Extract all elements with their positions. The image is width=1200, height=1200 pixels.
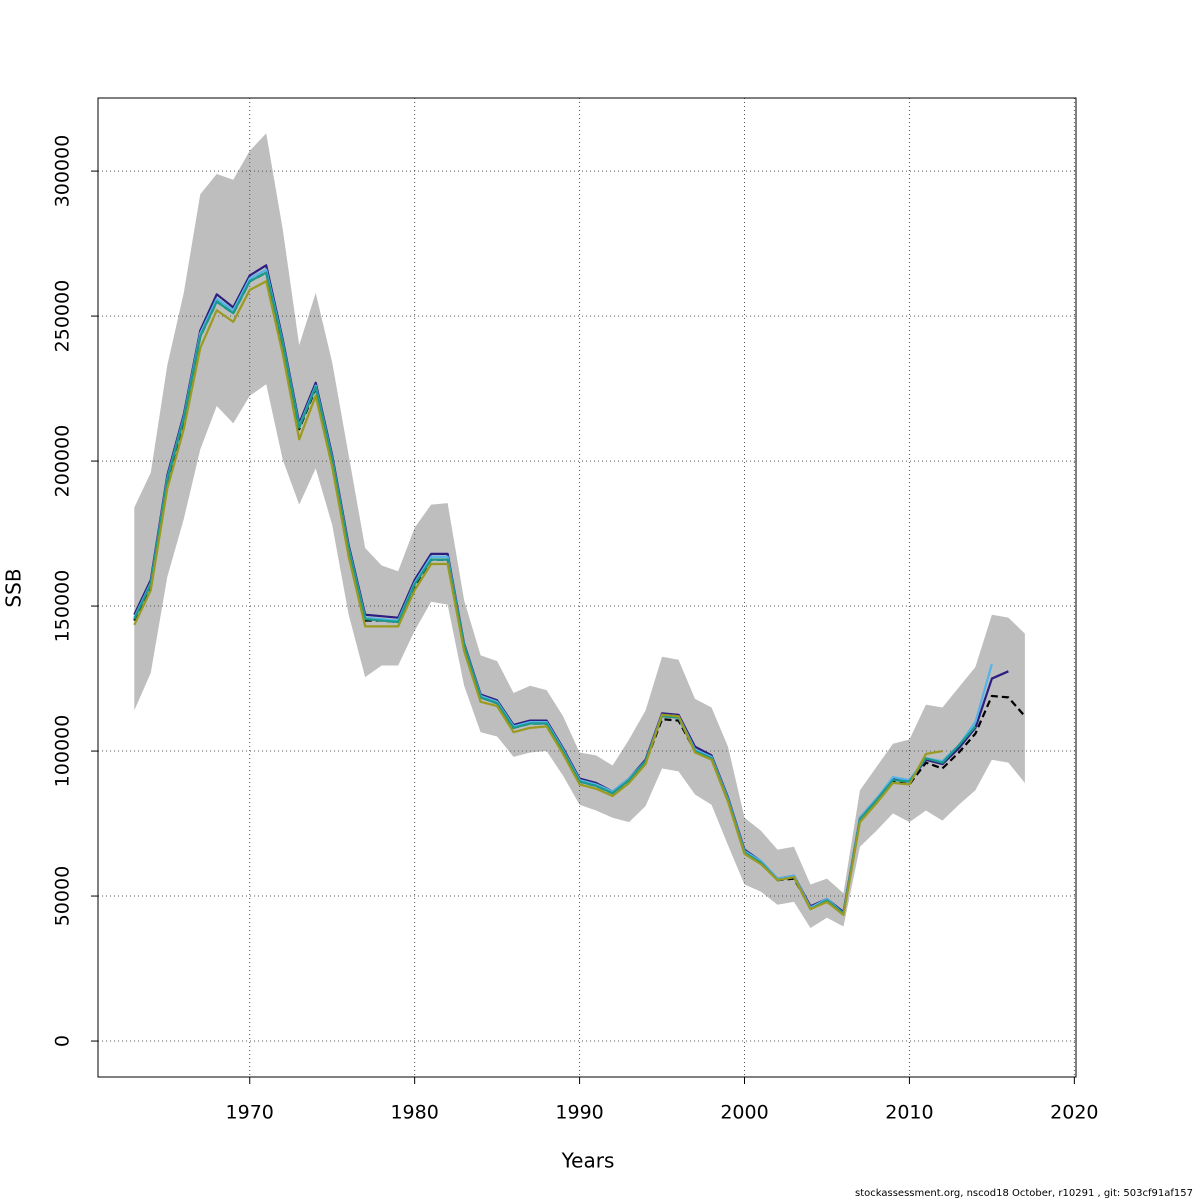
y-tick-label: 150000 (52, 570, 74, 643)
ssb-line (133, 271, 977, 915)
y-axis-label: SSB (2, 568, 26, 607)
plot-frame (97, 97, 1077, 1078)
footer: stockassessment.org, nscod18 October, r1… (855, 1188, 1193, 1199)
ssb-line (133, 280, 943, 916)
x-tick-label: 2010 (885, 1102, 933, 1124)
x-tick-label: 2000 (720, 1102, 768, 1124)
y-tick-label: 50000 (52, 866, 74, 926)
plot-area (98, 98, 1076, 1077)
x-tick-label: 1990 (555, 1102, 603, 1124)
y-tick-label: 250000 (52, 280, 74, 353)
y-tick-label: 0 (52, 1035, 74, 1047)
x-axis-label: Years (561, 1149, 615, 1173)
y-tick-label: 300000 (52, 135, 74, 208)
y-tick-label: 200000 (52, 425, 74, 498)
x-tick-label: 2020 (1050, 1102, 1098, 1124)
x-tick-label: 1970 (226, 1102, 274, 1124)
x-tick-label: 1980 (390, 1102, 438, 1124)
confidence-band (134, 133, 1025, 928)
y-tick-label: 100000 (52, 715, 74, 788)
